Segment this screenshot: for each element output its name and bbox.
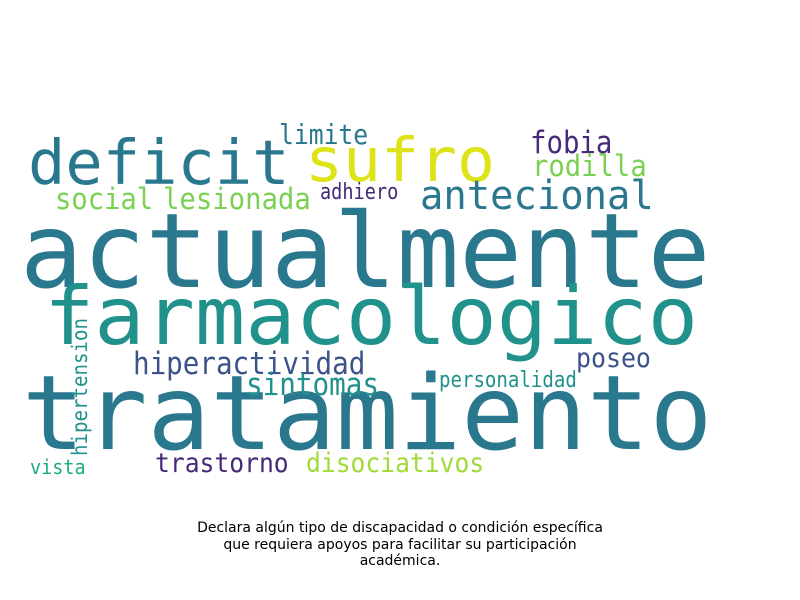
word-actualmente: actualmente bbox=[20, 191, 711, 312]
word-farmacologico: farmacologico bbox=[44, 270, 699, 365]
caption-line: académica. bbox=[359, 553, 441, 569]
word-sintomas: sintomas bbox=[246, 366, 380, 403]
word-limite: limite bbox=[279, 118, 369, 151]
word-fobia: fobia bbox=[530, 124, 613, 161]
word-antecional: antecional bbox=[420, 171, 654, 219]
word-disociativos: disociativos bbox=[306, 448, 485, 480]
word-rodilla: rodilla bbox=[532, 148, 647, 183]
word-personalidad: personalidad bbox=[439, 366, 577, 393]
word-trastorno: trastorno bbox=[155, 448, 289, 480]
word-vista: vista bbox=[30, 454, 86, 479]
word-social: social bbox=[55, 181, 154, 216]
word-tratamiento: tratamiento bbox=[22, 353, 713, 474]
word-hipertension: hipertension bbox=[68, 318, 92, 456]
caption: Declara algún tipo de discapacidad o con… bbox=[150, 520, 650, 570]
word-adhiero: adhiero bbox=[320, 178, 399, 205]
word-hiperactividad: hiperactividad bbox=[133, 345, 366, 382]
word-sufro: sufro bbox=[305, 125, 496, 196]
caption-line: que requiera apoyos para facilitar su pa… bbox=[223, 536, 577, 553]
word-lesionada: lesionada bbox=[163, 181, 311, 216]
word-deficit: deficit bbox=[28, 127, 290, 200]
word-poseo: poseo bbox=[576, 343, 651, 375]
caption-line: Declara algún tipo de discapacidad o con… bbox=[197, 520, 603, 536]
